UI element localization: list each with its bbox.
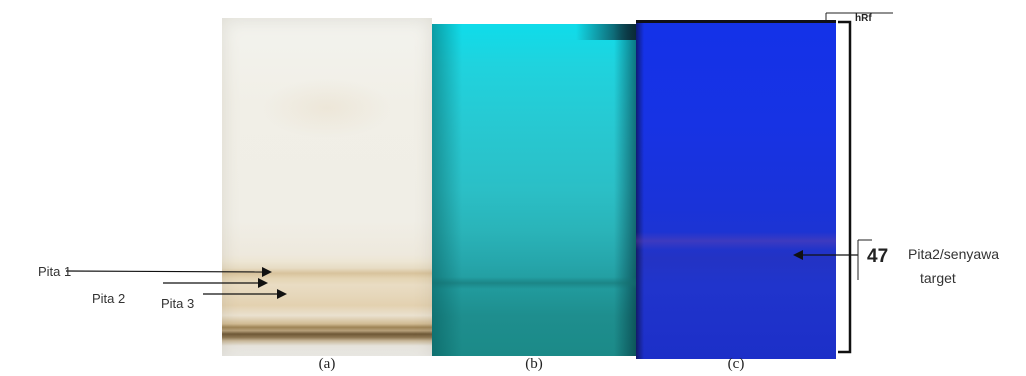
hrf-bracket	[838, 20, 852, 354]
plate-b-band	[432, 277, 636, 289]
tlc-plate-c	[636, 20, 836, 359]
hrf-47-bracket	[857, 239, 872, 280]
pita-2-label: Pita 2	[92, 291, 126, 306]
target-label-line1: Pita2/senyawa	[908, 246, 1000, 262]
hrf-value: 47	[867, 246, 889, 267]
target-label-line2: target	[920, 270, 956, 286]
pita-3-label: Pita 3	[161, 296, 195, 311]
tlc-plate-a	[222, 18, 432, 356]
plate-b-left-shade	[432, 24, 462, 356]
caption-c: (c)	[727, 356, 745, 372]
plate-c-target-band	[636, 232, 836, 250]
plate-b-right-shade	[614, 24, 636, 356]
plate-c-left-edge	[636, 23, 644, 359]
pita-1-arrow	[65, 266, 272, 277]
caption-a: (a)	[318, 356, 336, 372]
hrf-label: hRf	[855, 13, 872, 24]
plate-a-discoloration	[262, 78, 392, 138]
caption-b: (b)	[525, 356, 543, 372]
plate-b-top-shadow	[576, 24, 636, 40]
tlc-plate-b	[432, 24, 636, 356]
pita-1-label: Pita 1	[38, 264, 72, 279]
